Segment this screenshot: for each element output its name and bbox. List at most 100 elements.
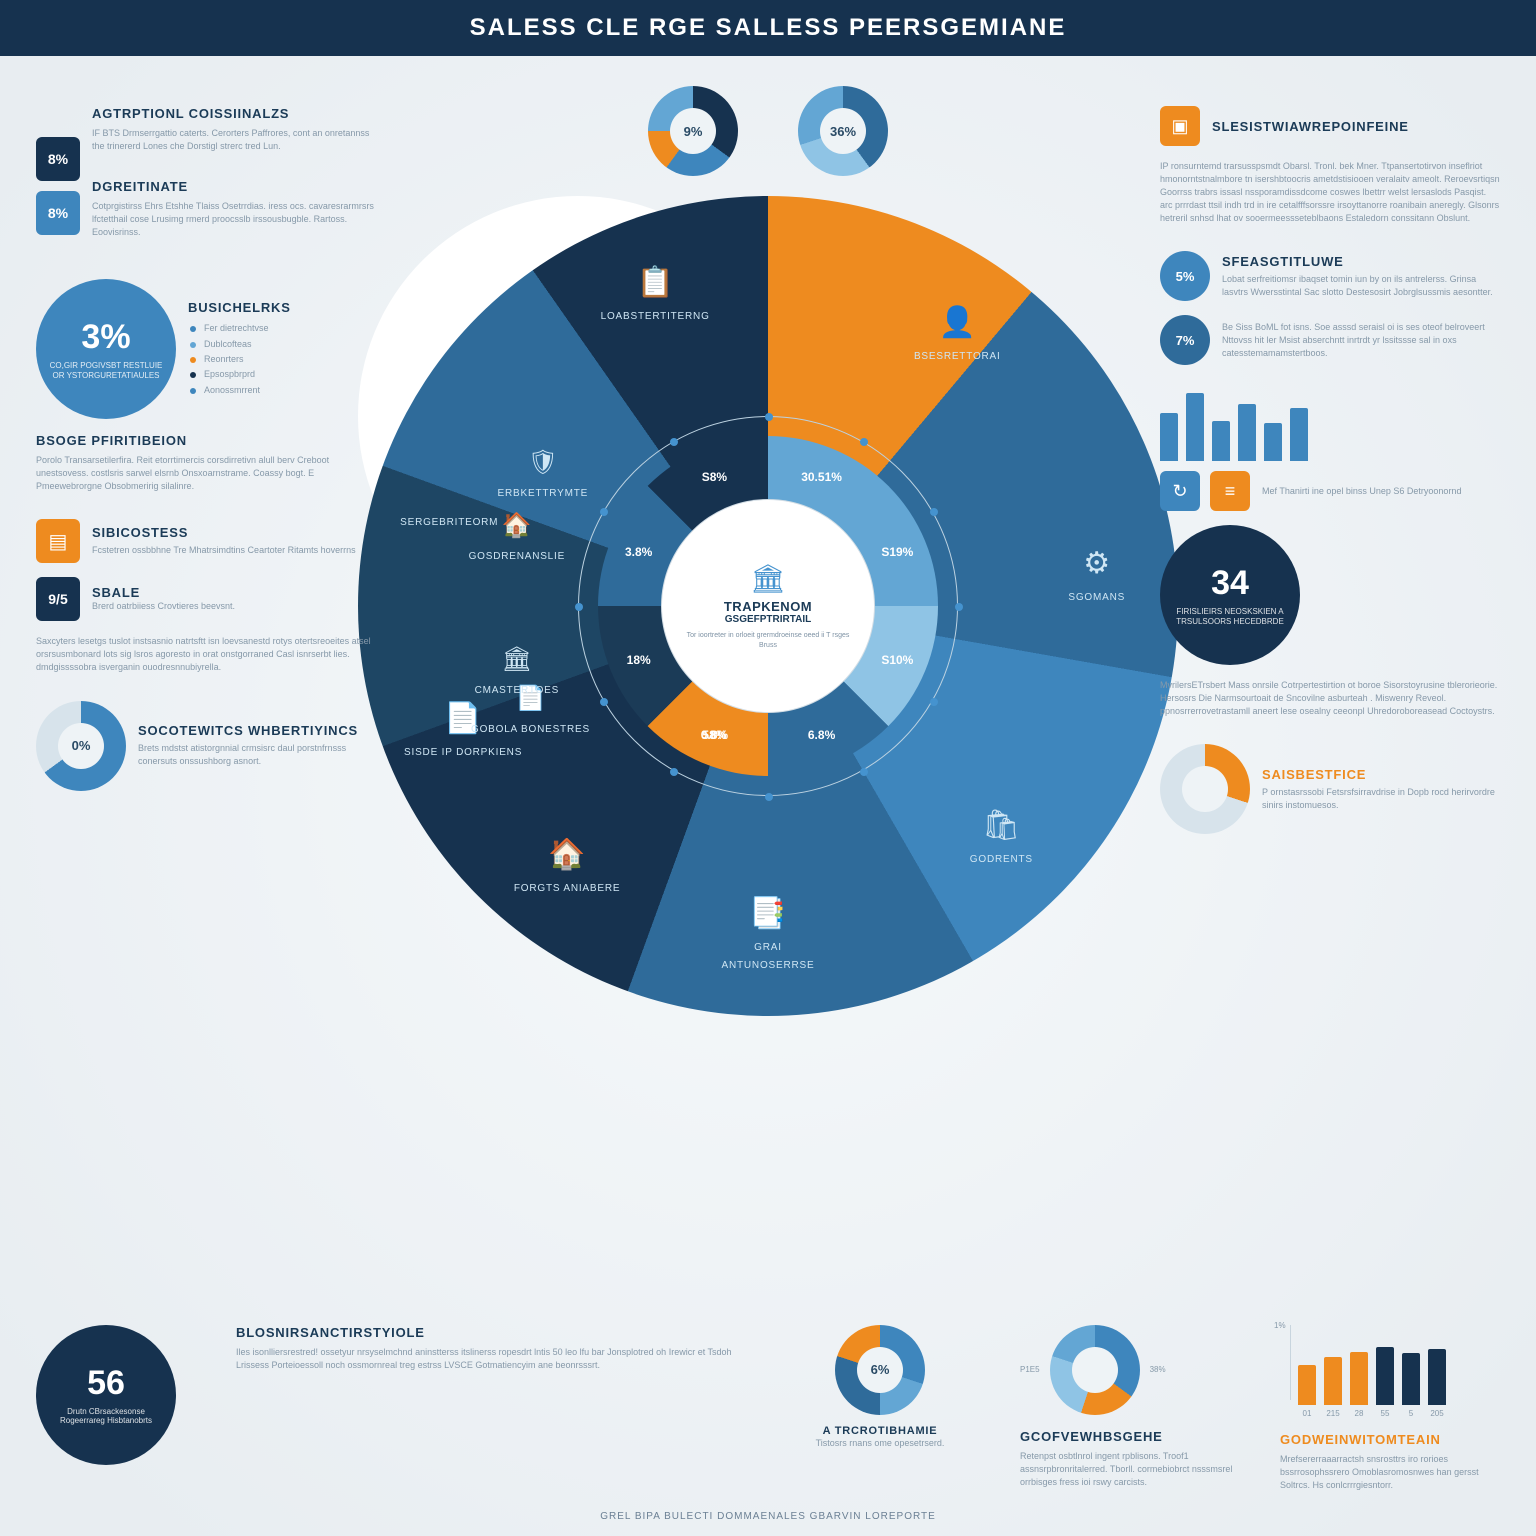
left-block-4-title: SIBICOSTESS: [92, 525, 376, 540]
refresh-icon: ↻: [1160, 471, 1200, 511]
ring-dot: [600, 508, 608, 516]
bar: [1186, 393, 1204, 461]
right-block-5-body: P ornstasrssobi Fetsrsfsirravdrise in Do…: [1262, 786, 1500, 812]
ring-dot: [765, 413, 773, 421]
left-block-7-title: SOCOTEWITCS WHBERTIYINCS: [138, 723, 376, 738]
bar-chart-right-1: [1160, 381, 1500, 461]
donut-top-left-value: 9%: [670, 108, 716, 154]
bar-x-label: 215: [1324, 1409, 1342, 1418]
left-block-1-title: AGTRPTIONL COISSIINALZS: [92, 106, 376, 121]
big-circle-left-1: 3% CO,GIR POGIVSBT RESTLUIE OR YSTORGURE…: [36, 279, 176, 419]
left-block-5-body: Brerd oatrbiiess Crovtieres beevsnt.: [92, 600, 376, 613]
inner-wedge-value: S19%: [881, 545, 913, 559]
center-disk: 🏛 TRAPKENOM GSGEFPTRIRTAIL Tor ioortrete…: [668, 506, 868, 706]
right-block-4-body: MvrilersETrsbert Mass onrsile Cotrpertes…: [1160, 679, 1500, 718]
footer-donut-1: 6%: [835, 1325, 925, 1415]
center-body: Tor ioortreter in orloeit grermdroeinse …: [684, 631, 852, 649]
footer-col5-body: Mrefsererraaarractsh snsrosttrs iro rori…: [1280, 1453, 1500, 1492]
outer-segment: ⚙SGOMANS: [1037, 549, 1157, 605]
ring-dot: [860, 438, 868, 446]
right-column: ▣ SLESISTWIAWREPOINFEINE IP ronsurntemd …: [1160, 106, 1500, 848]
footer-row: 56 Drutn CBrsackesonse Rogeerrareg Hisbt…: [36, 1325, 1500, 1492]
donut-right-small: [1160, 744, 1250, 834]
footer-bar-chart: 1% 0121528555205: [1280, 1325, 1450, 1418]
bullet-item: Epsospbrprd: [190, 367, 376, 382]
right-block-1-title: SLESISTWIAWREPOINFEINE: [1212, 119, 1409, 134]
donut-left-small-value: 0%: [58, 723, 104, 769]
bar: [1402, 1353, 1420, 1405]
inner-wedge-value: S8%: [702, 470, 727, 484]
donut-right-small-hole: [1182, 766, 1228, 812]
right-block-1-body: IP ronsurntemd trarsusspsmdt Obarsl. Tro…: [1160, 160, 1500, 225]
donut-top-right-value: 36%: [820, 108, 866, 154]
central-radial-diagram: 🏛 TRAPKENOM GSGEFPTRIRTAIL Tor ioortrete…: [358, 196, 1178, 1016]
right-block-2-title: SFEASGTITLUWE: [1222, 254, 1500, 269]
outer-segment: 📑GRAI ANTUNOSERRSE: [708, 899, 828, 973]
inner-wedge-value: 30.51%: [801, 470, 842, 484]
bar: [1264, 423, 1282, 461]
bar: [1290, 408, 1308, 461]
right-block-5-title: SAISBESTFICE: [1262, 767, 1500, 782]
bar-x-label: 28: [1350, 1409, 1368, 1418]
bar: [1324, 1357, 1342, 1405]
ring-dot: [930, 698, 938, 706]
left-block-3-title: BSOGE PFIRITIBEION: [36, 433, 376, 448]
left-block-6: Saxcyters lesetgs tuslot instsasnio natr…: [36, 635, 376, 674]
bar-x-label: 01: [1298, 1409, 1316, 1418]
left-block-1: AGTRPTIONL COISSIINALZS IF BTS Drmserrga…: [92, 106, 376, 153]
left-block-2: DGREITINATE Cotprgistirss Ehrs Etshhe Tl…: [92, 179, 376, 239]
info-icon: ▣: [1160, 106, 1200, 146]
ring-dot: [575, 603, 583, 611]
left-block-2-title: DGREITINATE: [92, 179, 376, 194]
footer-bar-ymax: 1%: [1274, 1321, 1286, 1330]
footer-donut-2-hole: [1072, 1347, 1118, 1393]
ring-dot: [600, 698, 608, 706]
center-sub: GSGEFPTRIRTAIL: [725, 614, 811, 625]
outer-segment: 👤BSESRETTORAI: [897, 308, 1017, 364]
icon-row-text: Mef Thanirti ine opel binss Unep S6 Detr…: [1262, 485, 1500, 498]
footer-big-circle-caption: Drutn CBrsackesonse Rogeerrareg Hisbtano…: [36, 1407, 176, 1426]
big-circle-right-1-caption: FIRISLIEIRS NEOSKSKIEN A TRSULSOORS HECE…: [1160, 607, 1300, 626]
bar-x-label: 205: [1428, 1409, 1446, 1418]
footer-col4-title: GCOFVEWHBSGEHE: [1020, 1429, 1240, 1444]
big-circle-right-1: 34 FIRISLIEIRS NEOSKSKIEN A TRSULSOORS H…: [1160, 525, 1300, 665]
right-block-2-body: Lobat serfreitiomsr ibaqset tomin iun by…: [1222, 273, 1500, 299]
bar: [1350, 1352, 1368, 1405]
bar-x-label: 5: [1402, 1409, 1420, 1418]
left-block-6-body: Saxcyters lesetgs tuslot instsasnio natr…: [36, 635, 376, 674]
inner-wedge-value: 3.8%: [625, 545, 652, 559]
big-circle-right-1-value: 34: [1211, 564, 1249, 603]
ring-dot: [930, 508, 938, 516]
left-block-3-body: Porolo Transarsetilerfira. Reit etorrtim…: [36, 454, 376, 493]
top-donut-pair: 9% 36%: [648, 86, 888, 176]
inner-wedge-value: 18%: [627, 653, 651, 667]
footer-donut-2-label-r: 38%: [1150, 1365, 1166, 1374]
big-circle-left-1-caption: CO,GIR POGIVSBT RESTLUIE OR YSTORGURETAT…: [36, 361, 176, 380]
bar-x-label: 55: [1376, 1409, 1394, 1418]
ring-dot: [765, 793, 773, 801]
donut-top-left: 9%: [648, 86, 738, 176]
stat-square-3: 9/5: [36, 577, 80, 621]
donut-top-right: 36%: [798, 86, 888, 176]
footer-big-circle-value: 56: [87, 1364, 125, 1403]
inner-wedge-value: S10%: [881, 653, 913, 667]
left-block-1-body: IF BTS Drmserrgattio caterts. Cerorters …: [92, 127, 376, 153]
left-block-5-title: SBALE: [92, 585, 376, 600]
left-block-3: BSOGE PFIRITIBEION Porolo Transarsetiler…: [36, 433, 376, 493]
footnote: GREL BIPA BULECTI DOMMAENALES GBARVIN LO…: [0, 1511, 1536, 1522]
left-block-2-body: Cotprgistirss Ehrs Etshhe Tlaiss Osetrrd…: [92, 200, 376, 239]
footer-big-circle: 56 Drutn CBrsackesonse Rogeerrareg Hisbt…: [36, 1325, 176, 1465]
bar: [1160, 413, 1178, 461]
page-title: SALESS CLE RGE SALLESS PEERSGEMIANE: [0, 0, 1536, 56]
bar: [1428, 1349, 1446, 1405]
bar: [1212, 421, 1230, 461]
bar: [1238, 404, 1256, 462]
bullet-item: Dublcofteas: [190, 337, 376, 352]
ring-dot: [860, 768, 868, 776]
bullet-item: Reonrters: [190, 352, 376, 367]
left-block-4-body: Fcstetren ossbbhne Tre Mhatrsimdtins Cea…: [92, 544, 376, 557]
bullet-item: Fer dietrechtvse: [190, 321, 376, 336]
bullets-list: Fer dietrechtvseDublcofteasReonrtersEpso…: [190, 321, 376, 397]
inner-wedge-value: 58%: [702, 728, 726, 742]
bar: [1376, 1347, 1394, 1405]
